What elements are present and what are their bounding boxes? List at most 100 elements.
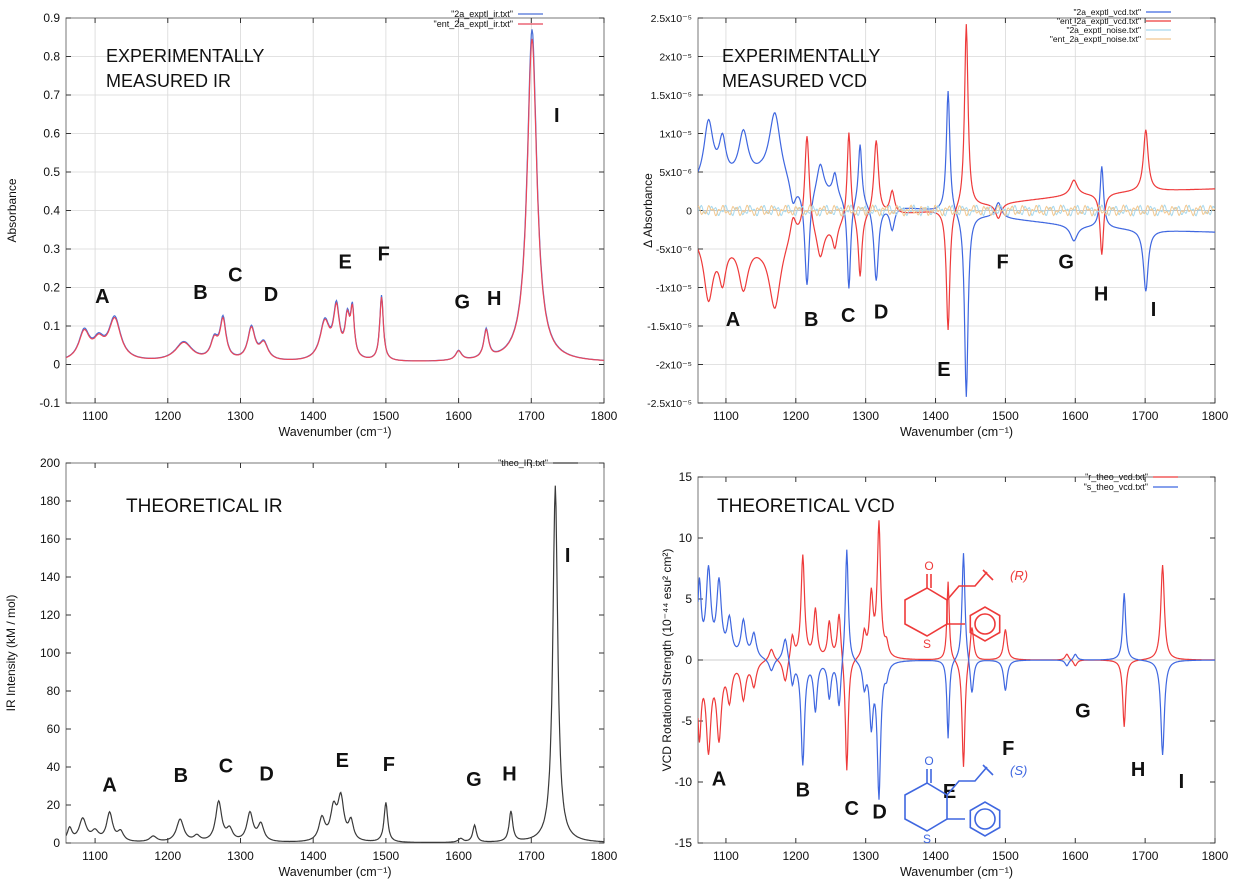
x-tick-label: 1400 bbox=[300, 409, 327, 423]
y-tick-label: -1x10⁻⁵ bbox=[656, 283, 692, 295]
y-tick-label: 0 bbox=[685, 653, 692, 667]
peak-label: D bbox=[874, 301, 888, 323]
y-tick-label: -15 bbox=[675, 836, 693, 850]
series-line bbox=[698, 204, 1215, 217]
y-tick-label: 10 bbox=[679, 531, 693, 545]
y-axis-label: VCD Rotational Strength (10⁻⁴⁴ esu² cm²) bbox=[660, 549, 674, 772]
y-tick-label: 2.5x10⁻⁵ bbox=[651, 13, 692, 25]
legend-label: "ent_2a_exptl_ir.txt" bbox=[434, 19, 513, 29]
x-tick-label: 1100 bbox=[713, 409, 739, 423]
peak-label: A bbox=[726, 309, 740, 331]
exp_vcd-chart: -2.5x10⁻⁵ -2x10⁻⁵ -1.5x10⁻⁵ -1x10⁻⁵ -5x10⁻⁶ 0… bbox=[641, 7, 1229, 439]
stereo-label: (R) bbox=[1010, 568, 1028, 583]
chart-title: MEASURED IR bbox=[106, 71, 231, 91]
x-tick-label: 1600 bbox=[445, 849, 472, 863]
series-line bbox=[698, 520, 1215, 771]
benzene-ring bbox=[969, 606, 1001, 642]
peak-label: C bbox=[219, 756, 233, 778]
y-tick-label: 0.4 bbox=[43, 204, 60, 218]
y-tick-label: 0.5 bbox=[43, 165, 60, 179]
legend-label: "s_theo_vcd.txt" bbox=[1084, 482, 1148, 492]
y-tick-label: 140 bbox=[40, 570, 60, 584]
x-tick-label: 1300 bbox=[852, 409, 879, 423]
x-tick-label: 1800 bbox=[1202, 409, 1229, 423]
peak-label: D bbox=[264, 284, 278, 306]
peak-label: F bbox=[383, 754, 395, 776]
x-tick-label: 1100 bbox=[82, 409, 108, 423]
legend-label: "ent_2a_exptl_vcd.txt" bbox=[1057, 16, 1141, 26]
y-tick-label: 0 bbox=[53, 836, 60, 850]
x-tick-label: 1800 bbox=[591, 409, 618, 423]
y-tick-label: 0 bbox=[53, 358, 60, 372]
theo_vcd-chart: -15 -10 -5 0 5 10 15 1100 1200 1300 1400 1500 1600 17… bbox=[660, 470, 1229, 879]
x-tick-label: 1500 bbox=[992, 409, 1019, 423]
peak-label: G bbox=[1058, 251, 1074, 273]
peak-label: G bbox=[466, 769, 482, 791]
atom-o-label: O bbox=[924, 559, 933, 573]
peak-label: G bbox=[1075, 700, 1091, 722]
y-tick-label: 200 bbox=[40, 456, 60, 470]
y-tick-label: 180 bbox=[40, 494, 60, 508]
peak-label: E bbox=[336, 750, 349, 772]
peak-label: I bbox=[554, 105, 560, 127]
y-tick-label: -5x10⁻⁶ bbox=[656, 244, 692, 256]
x-axis-label: Wavenumber (cm⁻¹) bbox=[900, 865, 1013, 879]
series-group bbox=[698, 24, 1215, 397]
y-tick-label: 15 bbox=[679, 470, 693, 484]
peak-label: A bbox=[102, 775, 116, 797]
x-tick-label: 1500 bbox=[373, 409, 400, 423]
peak-label: G bbox=[454, 292, 470, 314]
y-axis-label: Δ Absorbance bbox=[641, 173, 655, 248]
peak-label: I bbox=[1151, 299, 1157, 321]
y-tick-label: -5 bbox=[681, 714, 692, 728]
x-tick-label: 1600 bbox=[1062, 409, 1089, 423]
peak-label: C bbox=[841, 305, 855, 327]
chart-title: EXPERIMENTALLY bbox=[106, 46, 264, 66]
y-tick-label: 1x10⁻⁵ bbox=[659, 129, 692, 141]
peak-label: A bbox=[712, 769, 726, 791]
x-tick-label: 1800 bbox=[1202, 849, 1229, 863]
x-tick-label: 1700 bbox=[518, 849, 545, 863]
x-tick-label: 1700 bbox=[1132, 409, 1159, 423]
allyl-double-bond bbox=[982, 569, 994, 581]
peak-label: H bbox=[502, 763, 516, 785]
x-tick-label: 1700 bbox=[1132, 849, 1159, 863]
peak-label: F bbox=[1002, 738, 1014, 760]
chart-title: THEORETICAL IR bbox=[126, 496, 283, 517]
x-tick-label: 1300 bbox=[227, 849, 254, 863]
chart-title: MEASURED VCD bbox=[722, 71, 867, 91]
benzene-aromatic bbox=[974, 808, 996, 830]
x-tick-label: 1400 bbox=[922, 849, 949, 863]
exp_ir-chart: -0.1 0 0.1 0.2 0.3 0.4 0.5 0.6 0.7 0.8 0.9 1100 1200… bbox=[5, 9, 618, 439]
peak-label: H bbox=[487, 288, 501, 310]
peak-label: E bbox=[937, 359, 950, 381]
peak-label: B bbox=[174, 765, 188, 787]
allyl-bond bbox=[946, 766, 988, 796]
legend-label: "2a_exptl_vcd.txt" bbox=[1074, 7, 1141, 17]
peak-label: F bbox=[997, 251, 1009, 273]
x-tick-label: 1100 bbox=[713, 849, 739, 863]
y-tick-label: 0.7 bbox=[43, 88, 60, 102]
benzene-ring bbox=[969, 801, 1001, 837]
benzene-aromatic bbox=[974, 613, 996, 635]
x-axis-label: Wavenumber (cm⁻¹) bbox=[278, 425, 391, 439]
peak-label: B bbox=[796, 780, 810, 802]
peak-label: B bbox=[804, 309, 818, 331]
peak-label: C bbox=[228, 265, 242, 287]
y-tick-label: 100 bbox=[40, 646, 60, 660]
peak-label: B bbox=[193, 282, 207, 304]
y-tick-label: 80 bbox=[47, 684, 61, 698]
legend-label: "2a_exptl_noise.txt" bbox=[1066, 25, 1141, 35]
y-tick-label: 60 bbox=[47, 722, 61, 736]
series-line bbox=[66, 485, 604, 843]
peak-label: A bbox=[95, 286, 109, 308]
x-tick-label: 1200 bbox=[154, 409, 181, 423]
legend-label: "r_theo_vcd.txt" bbox=[1085, 472, 1148, 482]
x-tick-label: 1200 bbox=[782, 849, 809, 863]
peak-label: E bbox=[339, 251, 352, 273]
y-tick-label: 0.8 bbox=[43, 50, 60, 64]
legend-label: "theo_IR.txt" bbox=[498, 458, 548, 468]
series-line bbox=[698, 24, 1215, 331]
x-tick-label: 1400 bbox=[922, 409, 949, 423]
x-tick-label: 1600 bbox=[445, 409, 472, 423]
